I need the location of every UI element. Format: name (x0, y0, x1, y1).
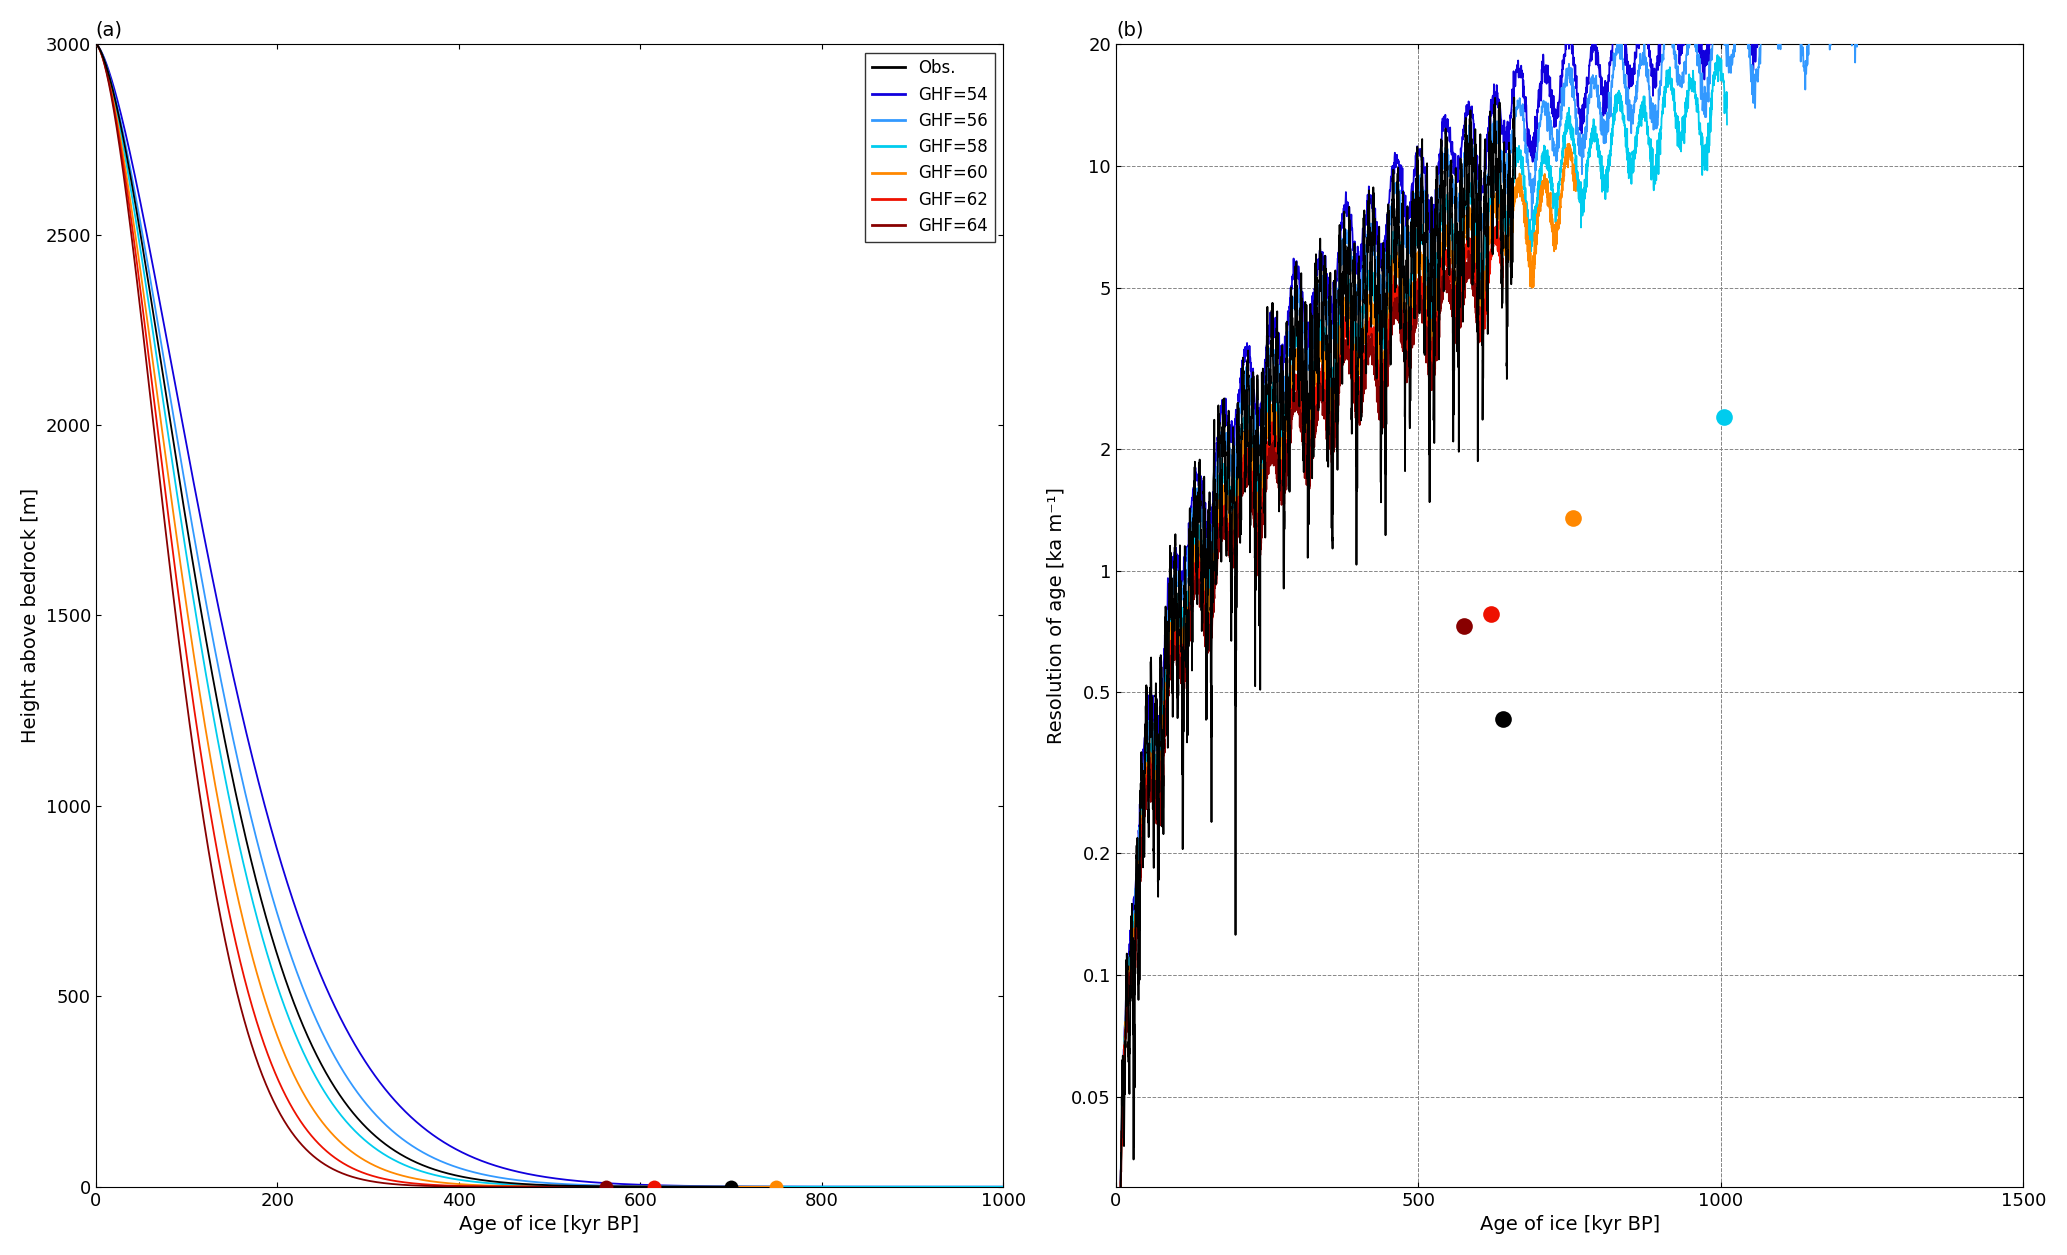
X-axis label: Age of ice [kyr BP]: Age of ice [kyr BP] (459, 1215, 639, 1234)
Y-axis label: Height above bedrock [m]: Height above bedrock [m] (21, 488, 39, 743)
Text: (a): (a) (95, 21, 122, 40)
X-axis label: Age of ice [kyr BP]: Age of ice [kyr BP] (1480, 1215, 1660, 1234)
Text: (b): (b) (1116, 21, 1143, 40)
Y-axis label: Resolution of age [ka m⁻¹]: Resolution of age [ka m⁻¹] (1046, 487, 1067, 744)
Legend: Obs., GHF=54, GHF=56, GHF=58, GHF=60, GHF=62, GHF=64: Obs., GHF=54, GHF=56, GHF=58, GHF=60, GH… (866, 53, 994, 242)
